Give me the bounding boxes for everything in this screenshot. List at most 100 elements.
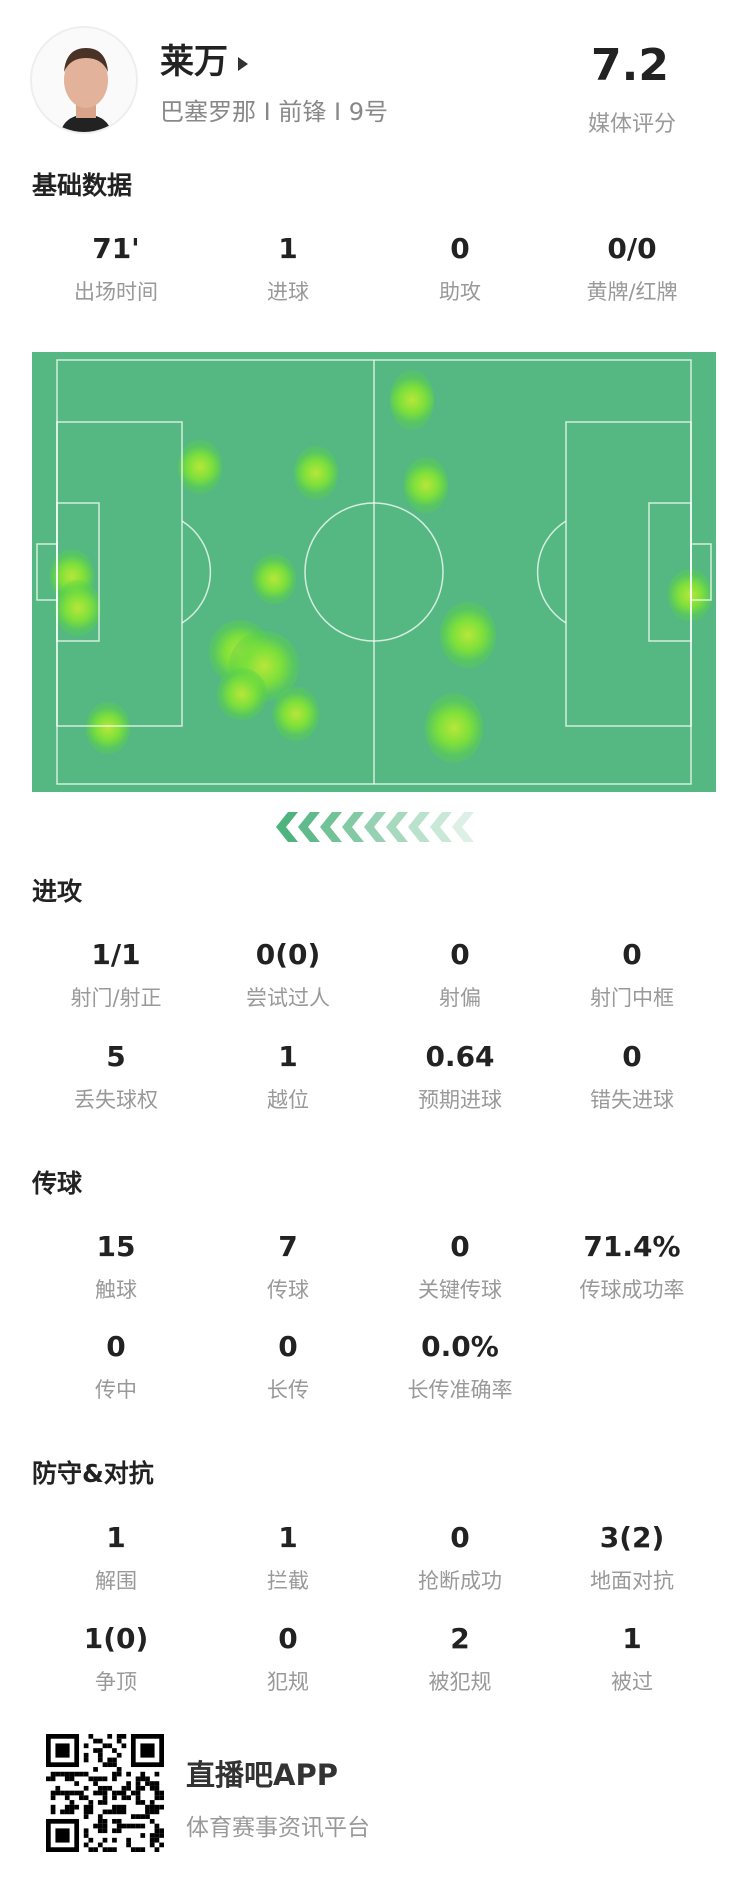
stat-value: 1	[278, 1521, 298, 1554]
heatmap-pitch	[32, 352, 716, 792]
section-title-defense: 防守&对抗	[32, 1459, 154, 1488]
stat-label: 黄牌/红牌	[586, 280, 678, 304]
separator: I	[334, 98, 342, 126]
stat-value: 0	[450, 1521, 470, 1554]
stat-value: 71.4%	[583, 1230, 681, 1263]
stat-value: 0	[106, 1330, 126, 1363]
stat-value: 1/1	[91, 938, 141, 971]
rating-value: 7.2	[591, 40, 669, 91]
stat-item: 5 丢失球权	[30, 1040, 202, 1114]
heatmap-spot	[217, 668, 267, 720]
stats-row: 1(0) 争顶 0 犯规 2 被犯规 1 被过	[30, 1622, 718, 1696]
stat-item: 3(2) 地面对抗	[546, 1521, 718, 1595]
stat-item: 1 被过	[546, 1622, 718, 1696]
stat-label: 触球	[95, 1278, 137, 1302]
section-title-passing: 传球	[32, 1169, 83, 1198]
stat-item: 0.0% 长传准确率	[374, 1330, 546, 1404]
stat-label: 传中	[95, 1378, 137, 1402]
stats-row: 5 丢失球权 1 越位 0.64 预期进球 0 错失进球	[30, 1040, 718, 1114]
player-avatar[interactable]	[30, 26, 138, 134]
stat-label: 长传	[267, 1378, 309, 1402]
player-name-link[interactable]: 莱万	[160, 34, 248, 83]
stats-row: 1 解围 1 拦截 0 抢断成功 3(2) 地面对抗	[30, 1521, 718, 1595]
team-name: 巴塞罗那	[160, 98, 256, 126]
stat-value: 0/0	[607, 232, 657, 265]
stat-value: 0.0%	[421, 1330, 499, 1363]
chevron-left-icon	[298, 812, 320, 842]
stat-label: 解围	[95, 1569, 137, 1593]
stat-item: 0 抢断成功	[374, 1521, 546, 1595]
stat-item: 71' 出场时间	[30, 232, 202, 306]
stat-item: 1 越位	[202, 1040, 374, 1114]
stat-label: 射门/射正	[70, 986, 162, 1010]
stat-item: 0 助攻	[374, 232, 546, 306]
stat-label: 长传准确率	[407, 1378, 513, 1402]
stat-item: 1 解围	[30, 1521, 202, 1595]
player-name: 莱万	[160, 42, 228, 82]
stats-row: 71' 出场时间 1 进球 0 助攻 0/0 黄牌/红牌	[30, 232, 718, 306]
stat-label: 被过	[611, 1670, 653, 1694]
heatmap-spot	[425, 693, 483, 763]
stat-label: 尝试过人	[246, 986, 330, 1010]
chevron-left-icon	[386, 812, 408, 842]
stat-value: 0.64	[425, 1040, 495, 1073]
player-info: 巴塞罗那 I 前锋 I 9号	[160, 92, 388, 127]
heatmap-spot	[252, 554, 296, 604]
stat-label: 传球	[267, 1278, 309, 1302]
stats-row: 1/1 射门/射正 0(0) 尝试过人 0 射偏 0 射门中框	[30, 938, 718, 1012]
stat-value: 2	[450, 1622, 470, 1655]
stat-label: 出场时间	[74, 280, 158, 304]
stat-label: 射门中框	[590, 986, 674, 1010]
stat-value: 0	[450, 1230, 470, 1263]
stat-item: 2 被犯规	[374, 1622, 546, 1696]
stat-item: 0 射门中框	[546, 938, 718, 1012]
pitch-lines	[36, 359, 712, 785]
stat-item: 7 传球	[202, 1230, 374, 1304]
stat-label: 犯规	[267, 1670, 309, 1694]
stat-label: 地面对抗	[590, 1569, 674, 1593]
chevron-left-icon	[408, 812, 430, 842]
stat-label: 射偏	[439, 986, 481, 1010]
stat-item: 1/1 射门/射正	[30, 938, 202, 1012]
stat-item: 0(0) 尝试过人	[202, 938, 374, 1012]
stat-label: 争顶	[95, 1670, 137, 1694]
stat-value: 5	[106, 1040, 126, 1073]
stat-value: 0	[622, 938, 642, 971]
chevron-left-icon	[430, 812, 452, 842]
separator: I	[263, 98, 271, 126]
stat-value: 1	[278, 1040, 298, 1073]
stat-item: 1 拦截	[202, 1521, 374, 1595]
stat-item: 0.64 预期进球	[374, 1040, 546, 1114]
stat-item: 0/0 黄牌/红牌	[546, 232, 718, 306]
play-arrow-icon	[238, 56, 248, 71]
heatmap-spot	[178, 440, 222, 494]
stat-label: 传球成功率	[579, 1278, 685, 1302]
stat-label: 错失进球	[590, 1088, 674, 1112]
stat-item: 71.4% 传球成功率	[546, 1230, 718, 1304]
heatmap-spot	[440, 602, 496, 668]
stat-item: 0 关键传球	[374, 1230, 546, 1304]
heatmap-spot	[273, 687, 319, 741]
app-slogan: 体育赛事资讯平台	[186, 1815, 370, 1841]
shirt-number: 9号	[348, 98, 388, 126]
stat-item: 1(0) 争顶	[30, 1622, 202, 1696]
stats-row: 15 触球 7 传球 0 关键传球 71.4% 传球成功率	[30, 1230, 718, 1304]
heatmap-spot	[294, 446, 338, 500]
stat-value: 3(2)	[599, 1521, 665, 1554]
heatmap-spot	[404, 457, 448, 513]
stat-value: 0(0)	[255, 938, 321, 971]
section-title-attack: 进攻	[32, 877, 83, 906]
stat-label: 越位	[267, 1088, 309, 1112]
stat-value: 0	[450, 938, 470, 971]
qr-code	[46, 1734, 164, 1852]
stat-label: 被犯规	[428, 1670, 492, 1694]
app-name: 直播吧APP	[186, 1758, 338, 1792]
stat-item: 0 错失进球	[546, 1040, 718, 1114]
position: 前锋	[278, 98, 327, 126]
attack-direction-arrows	[276, 812, 474, 842]
stat-item: 0 射偏	[374, 938, 546, 1012]
chevron-left-icon	[276, 812, 298, 842]
stat-value: 1	[622, 1622, 642, 1655]
stat-item: 15 触球	[30, 1230, 202, 1304]
chevron-left-icon	[364, 812, 386, 842]
